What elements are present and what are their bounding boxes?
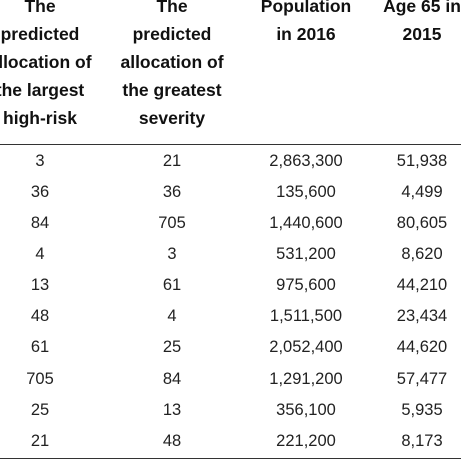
cell-age-65: 44,620 [396,338,448,356]
cell-population: 2,863,300 [269,152,343,170]
table-row: 4 3 531,200 8,620 [0,239,461,270]
cell-population: 135,600 [276,183,336,201]
cell-age-65: 5,935 [401,401,443,419]
cell-population: 2,052,400 [269,338,343,356]
table-row: 36 36 135,600 4,499 [0,177,461,208]
cell-age-65: 4,499 [401,183,443,201]
cell-population: 1,511,500 [269,307,343,325]
cell-age-65: 57,477 [396,370,448,388]
cell-largest-high-risk: 61 [30,338,50,356]
cell-population: 221,200 [276,432,336,450]
header-predicted-greatest-severity: The predicted allocation of the greatest… [120,0,224,128]
bottom-rule [0,458,461,459]
cell-greatest-severity: 48 [162,432,182,450]
table-row: 48 4 1,511,500 23,434 [0,301,461,332]
table-row: 3 21 2,863,300 51,938 [0,146,461,177]
cell-greatest-severity: 84 [162,370,182,388]
cell-age-65: 51,938 [396,152,448,170]
cell-largest-high-risk: 21 [30,432,50,450]
cell-largest-high-risk: 48 [30,307,50,325]
header-rule [0,144,461,145]
cell-population: 356,100 [276,401,336,419]
cell-population: 975,600 [276,276,336,294]
cell-greatest-severity: 3 [167,245,177,263]
cell-largest-high-risk: 705 [26,370,54,388]
cell-largest-high-risk: 25 [30,401,50,419]
header-population-2016: Population in 2016 [260,0,352,44]
header-age-65-2015: Age 65 in 2015 [383,0,461,44]
cell-age-65: 23,434 [396,307,448,325]
cell-largest-high-risk: 3 [35,152,45,170]
cell-largest-high-risk: 84 [30,214,50,232]
cell-greatest-severity: 36 [162,183,182,201]
cell-population: 531,200 [276,245,336,263]
table-row: 84 705 1,440,600 80,605 [0,208,461,239]
cell-greatest-severity: 705 [158,214,186,232]
cell-greatest-severity: 21 [162,152,182,170]
table-row: 705 84 1,291,200 57,477 [0,364,461,395]
table-row: 21 48 221,200 8,173 [0,426,461,457]
cell-age-65: 8,620 [401,245,443,263]
cell-age-65: 8,173 [401,432,443,450]
cell-population: 1,291,200 [269,370,343,388]
cell-population: 1,440,600 [269,214,343,232]
header-predicted-largest-high-risk: The predicted allocation of the largest … [0,0,92,128]
cell-largest-high-risk: 4 [35,245,45,263]
cell-greatest-severity: 13 [162,401,182,419]
cell-largest-high-risk: 36 [30,183,50,201]
cell-greatest-severity: 61 [162,276,182,294]
cell-age-65: 80,605 [396,214,448,232]
cell-largest-high-risk: 13 [30,276,50,294]
cell-age-65: 44,210 [396,276,448,294]
table-row: 25 13 356,100 5,935 [0,395,461,426]
table-row: 61 25 2,052,400 44,620 [0,332,461,363]
table-row: 13 61 975,600 44,210 [0,270,461,301]
cell-greatest-severity: 4 [167,307,177,325]
cell-greatest-severity: 25 [162,338,182,356]
